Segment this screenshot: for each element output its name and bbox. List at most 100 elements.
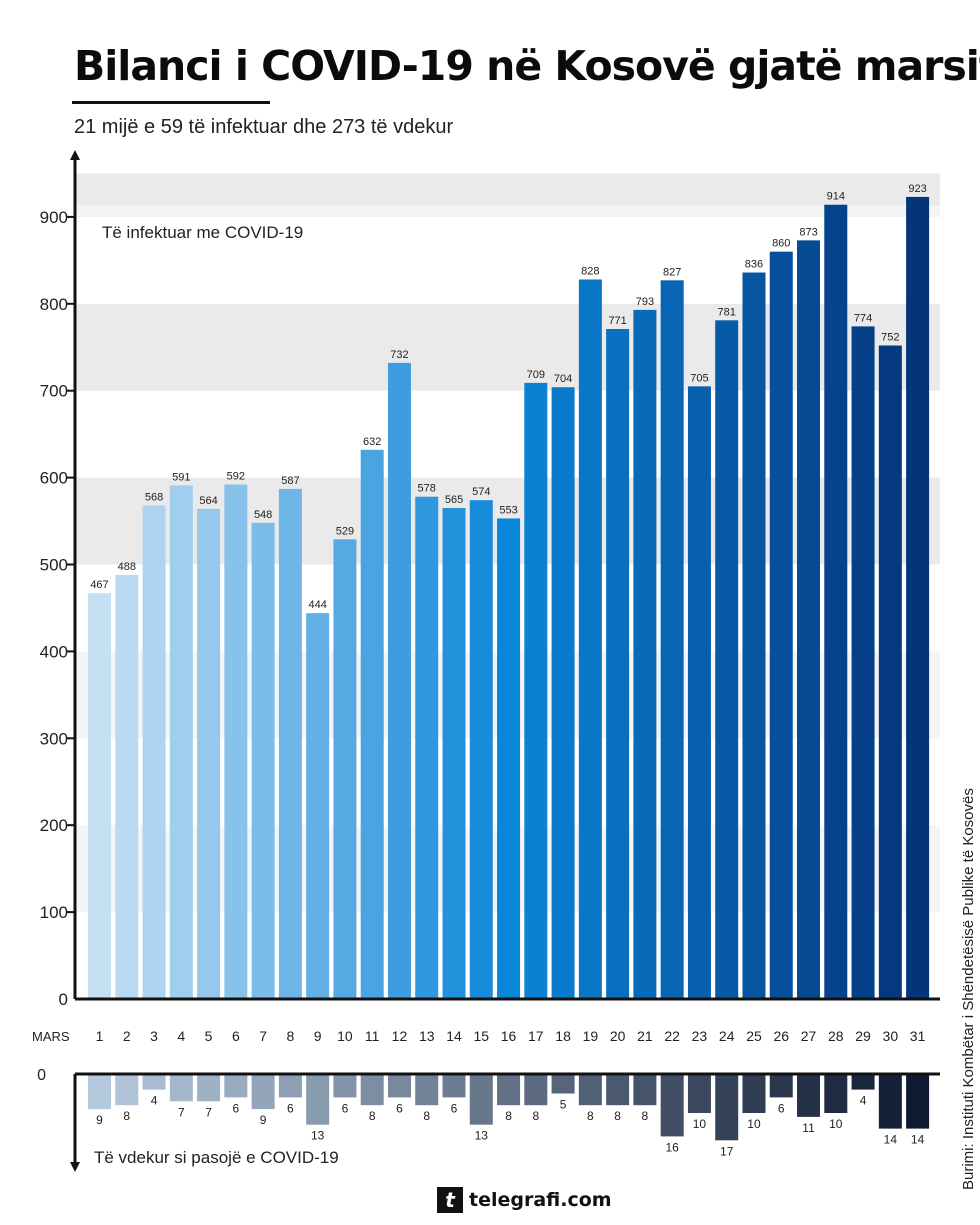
deaths-bar[interactable] bbox=[142, 1074, 166, 1090]
deaths-bar[interactable] bbox=[769, 1074, 793, 1098]
infected-bar[interactable] bbox=[906, 196, 930, 1000]
deaths-value-label: 6 bbox=[342, 1101, 349, 1115]
deaths-bar[interactable] bbox=[88, 1074, 111, 1110]
infected-bar[interactable] bbox=[333, 539, 357, 999]
infected-value-label: 591 bbox=[172, 471, 190, 483]
deaths-bar[interactable] bbox=[387, 1074, 411, 1098]
infected-bar[interactable] bbox=[687, 386, 711, 1000]
infected-value-label: 774 bbox=[854, 312, 872, 324]
infected-bar[interactable] bbox=[169, 485, 193, 999]
infected-bar[interactable] bbox=[251, 522, 275, 999]
infected-value-label: 781 bbox=[718, 306, 736, 318]
x-tick-label: 10 bbox=[337, 1028, 353, 1044]
y-tick-label: 700 bbox=[40, 382, 68, 401]
deaths-bar[interactable] bbox=[687, 1074, 711, 1113]
x-tick-label: 27 bbox=[801, 1028, 817, 1044]
deaths-bar[interactable] bbox=[742, 1074, 766, 1113]
infected-bar[interactable] bbox=[142, 505, 166, 999]
infected-value-label: 828 bbox=[581, 265, 599, 277]
deaths-value-label: 6 bbox=[287, 1101, 294, 1115]
deaths-axis-arrow-icon bbox=[70, 1162, 80, 1172]
infected-bar[interactable] bbox=[715, 320, 739, 999]
x-tick-label: 13 bbox=[419, 1028, 435, 1044]
infected-bar[interactable] bbox=[551, 387, 575, 999]
deaths-bar[interactable] bbox=[333, 1074, 357, 1098]
infected-bar[interactable] bbox=[524, 382, 548, 999]
deaths-bar[interactable] bbox=[606, 1074, 630, 1106]
infected-bar[interactable] bbox=[469, 500, 493, 999]
deaths-value-label: 9 bbox=[260, 1113, 267, 1127]
deaths-value-label: 10 bbox=[693, 1117, 707, 1131]
infected-value-label: 709 bbox=[527, 369, 545, 381]
infected-bar[interactable] bbox=[306, 613, 330, 999]
infected-bar[interactable] bbox=[578, 279, 602, 999]
deaths-bar[interactable] bbox=[169, 1074, 193, 1102]
deaths-bar[interactable] bbox=[660, 1074, 684, 1137]
infected-bar[interactable] bbox=[633, 309, 657, 999]
x-tick-label: 31 bbox=[910, 1028, 926, 1044]
infected-bar[interactable] bbox=[851, 326, 875, 999]
deaths-bar[interactable] bbox=[715, 1074, 739, 1141]
source-note: Burimi: Instituti Kombëtar i Shëndetësis… bbox=[960, 788, 977, 1190]
infected-bar[interactable] bbox=[88, 593, 111, 999]
infected-value-label: 705 bbox=[690, 372, 708, 384]
infected-bar[interactable] bbox=[497, 518, 521, 999]
infected-bar[interactable] bbox=[115, 574, 139, 999]
deaths-bar[interactable] bbox=[851, 1074, 875, 1090]
infected-bar[interactable] bbox=[278, 488, 302, 999]
deaths-bar[interactable] bbox=[824, 1074, 848, 1113]
infected-bar[interactable] bbox=[797, 240, 821, 999]
infected-bar[interactable] bbox=[360, 449, 384, 999]
infected-bar[interactable] bbox=[197, 508, 221, 999]
infected-bar[interactable] bbox=[660, 280, 684, 999]
deaths-bar[interactable] bbox=[360, 1074, 384, 1106]
deaths-bar[interactable] bbox=[878, 1074, 902, 1129]
deaths-bar[interactable] bbox=[578, 1074, 602, 1106]
y-tick-label: 200 bbox=[40, 816, 68, 835]
x-tick-label: 14 bbox=[446, 1028, 462, 1044]
deaths-value-label: 8 bbox=[423, 1109, 430, 1123]
infected-value-label: 578 bbox=[418, 483, 436, 495]
infected-bar[interactable] bbox=[742, 272, 766, 999]
deaths-value-label: 8 bbox=[532, 1109, 539, 1123]
x-tick-label: 2 bbox=[123, 1028, 131, 1044]
deaths-bar[interactable] bbox=[551, 1074, 575, 1094]
infected-bar[interactable] bbox=[606, 329, 630, 1000]
deaths-bar[interactable] bbox=[197, 1074, 221, 1102]
x-tick-label: 26 bbox=[773, 1028, 789, 1044]
x-tick-label: 1 bbox=[96, 1028, 104, 1044]
x-tick-label: 28 bbox=[828, 1028, 844, 1044]
x-tick-label: 18 bbox=[555, 1028, 571, 1044]
deaths-value-label: 6 bbox=[233, 1101, 240, 1115]
deaths-bar[interactable] bbox=[306, 1074, 330, 1125]
y-tick-label: 800 bbox=[40, 295, 68, 314]
infected-bar[interactable] bbox=[824, 204, 848, 999]
y-tick-label: 300 bbox=[40, 729, 68, 748]
deaths-value-label: 8 bbox=[642, 1109, 649, 1123]
deaths-bar[interactable] bbox=[251, 1074, 275, 1110]
deaths-bar[interactable] bbox=[524, 1074, 548, 1106]
deaths-value-label: 11 bbox=[802, 1121, 815, 1135]
deaths-bar[interactable] bbox=[442, 1074, 466, 1098]
infected-bar[interactable] bbox=[387, 362, 411, 1000]
infected-bar[interactable] bbox=[769, 251, 793, 999]
infected-bar[interactable] bbox=[415, 496, 439, 999]
deaths-value-label: 13 bbox=[311, 1129, 325, 1143]
deaths-bar[interactable] bbox=[415, 1074, 439, 1106]
deaths-value-label: 6 bbox=[451, 1101, 458, 1115]
deaths-bar[interactable] bbox=[633, 1074, 657, 1106]
deaths-bar[interactable] bbox=[469, 1074, 493, 1125]
deaths-bar[interactable] bbox=[278, 1074, 302, 1098]
logo[interactable]: t telegrafi.com bbox=[437, 1186, 612, 1214]
x-tick-label: 20 bbox=[610, 1028, 626, 1044]
deaths-bar[interactable] bbox=[224, 1074, 248, 1098]
deaths-bar[interactable] bbox=[115, 1074, 139, 1106]
x-tick-label: 5 bbox=[205, 1028, 213, 1044]
infected-bar[interactable] bbox=[878, 345, 902, 1000]
deaths-bar[interactable] bbox=[497, 1074, 521, 1106]
infected-bar[interactable] bbox=[442, 508, 466, 999]
deaths-bar[interactable] bbox=[906, 1074, 930, 1129]
deaths-bar[interactable] bbox=[797, 1074, 821, 1117]
infected-bar[interactable] bbox=[224, 484, 248, 999]
axes bbox=[70, 150, 940, 1172]
